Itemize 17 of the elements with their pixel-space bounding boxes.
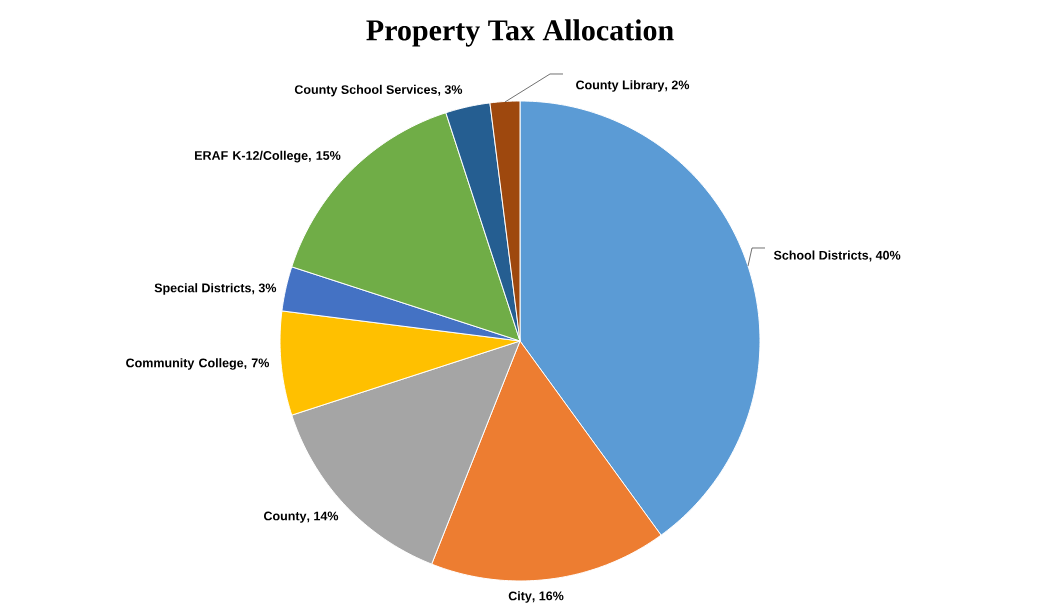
slice-label: ERAF K-12/College [195,150,308,163]
slice-label: Special Districts [154,283,251,295]
slice-label: County Library [576,80,665,92]
data-label: , 3% [438,85,463,96]
slice-label: County School Services [294,84,437,97]
slice-label: City [508,591,532,603]
data-label: , 2% [665,80,690,92]
data-label: , 14% [307,511,339,523]
chart-title: Property Tax Allocation [366,19,674,47]
data-label: , 7% [244,358,270,370]
data-label: , 3% [252,283,277,295]
slice-label: Community College [126,358,244,370]
slice-label: School Districts [773,250,869,260]
data-label: , 40% [869,250,901,262]
data-label: , 15% [308,151,341,162]
slice-label: County [263,511,307,523]
data-label: , 16% [532,591,564,603]
